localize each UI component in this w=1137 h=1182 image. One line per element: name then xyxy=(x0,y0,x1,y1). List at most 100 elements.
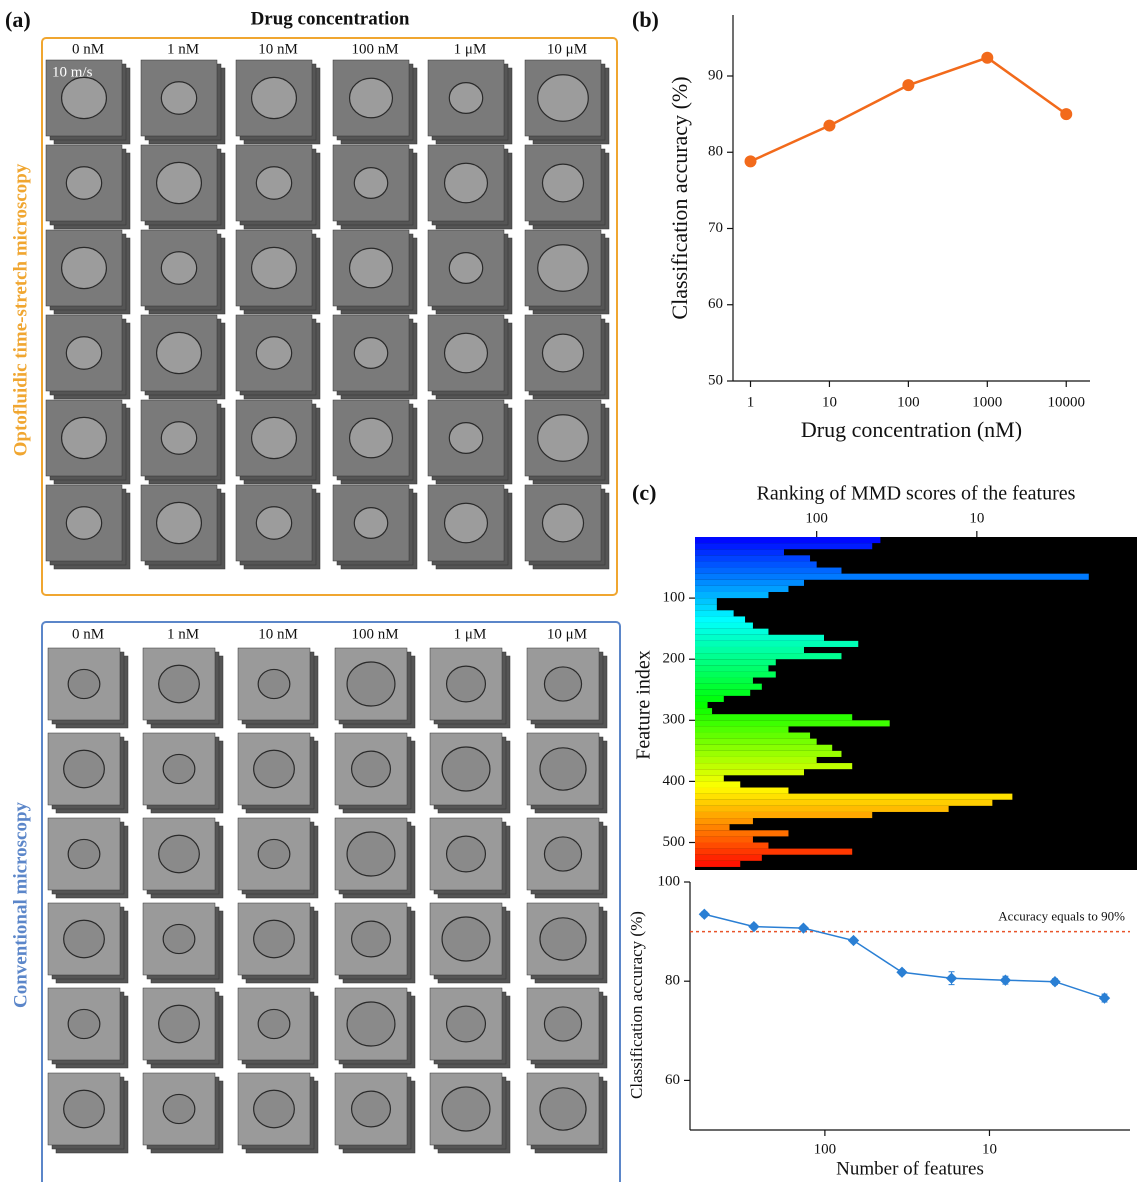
bar xyxy=(695,629,768,635)
cell xyxy=(540,748,586,790)
cell xyxy=(352,921,391,957)
x-tick-label: 10 xyxy=(822,394,837,410)
data-point xyxy=(1049,976,1060,987)
bar xyxy=(695,616,745,622)
cell xyxy=(252,247,297,288)
cell xyxy=(542,504,583,542)
cell xyxy=(447,836,486,872)
data-point xyxy=(699,909,710,920)
y-tick-label: 400 xyxy=(663,773,686,789)
bar xyxy=(695,580,804,586)
bar xyxy=(695,714,852,720)
y-axis-label: Classification accuracy (%) xyxy=(627,911,646,1099)
cell xyxy=(442,747,490,791)
chart-title: Ranking of MMD scores of the features xyxy=(757,483,1076,505)
y-tick-label: 100 xyxy=(663,590,686,606)
group-label: Conventional microscopy xyxy=(10,801,31,1008)
cell xyxy=(542,164,583,202)
reference-label: Accuracy equals to 90% xyxy=(998,909,1125,924)
bar xyxy=(695,788,788,794)
data-point xyxy=(946,973,957,984)
cell xyxy=(62,417,107,458)
cell xyxy=(445,503,488,543)
data-point xyxy=(1060,108,1072,120)
cell xyxy=(347,832,395,876)
bar xyxy=(695,855,762,861)
cell xyxy=(64,920,105,957)
cell xyxy=(258,669,290,698)
bar xyxy=(695,678,753,684)
bar xyxy=(695,702,708,708)
cell xyxy=(354,508,387,539)
data-line xyxy=(704,914,1104,998)
bar xyxy=(695,757,817,763)
bar xyxy=(695,726,788,732)
cell xyxy=(445,163,488,203)
bar xyxy=(695,769,804,775)
cell xyxy=(350,78,393,118)
cell xyxy=(159,835,200,872)
y-tick-label: 60 xyxy=(665,1072,680,1088)
cell xyxy=(354,168,387,199)
cell xyxy=(66,507,101,540)
data-point xyxy=(848,935,859,946)
data-point xyxy=(823,120,835,132)
bar xyxy=(695,671,776,677)
cell xyxy=(352,1091,391,1127)
cell xyxy=(447,1006,486,1042)
cell xyxy=(161,82,196,115)
bar xyxy=(695,830,788,836)
bar xyxy=(695,781,740,787)
column-label: 10 μM xyxy=(547,626,587,642)
bar xyxy=(695,720,890,726)
y-tick-label: 300 xyxy=(663,712,686,728)
bar xyxy=(695,623,753,629)
data-point xyxy=(902,79,914,91)
column-label: 1 μM xyxy=(454,626,487,642)
bar xyxy=(695,818,753,824)
cell xyxy=(544,1007,581,1041)
cell xyxy=(159,1005,200,1042)
bar xyxy=(695,708,712,714)
cell xyxy=(442,917,490,961)
bar xyxy=(695,598,717,604)
x-tick-label: 100 xyxy=(814,1141,837,1157)
column-label: 10 nM xyxy=(258,41,298,57)
cell xyxy=(159,665,200,702)
cell xyxy=(449,423,482,454)
x-tick-label: 10 xyxy=(982,1141,997,1157)
x-axis-label: Number of features xyxy=(836,1158,984,1179)
bar xyxy=(695,543,872,549)
cell xyxy=(68,1009,100,1038)
y-tick-label: 80 xyxy=(708,144,723,160)
bar xyxy=(695,586,788,592)
x-tick-label: 100 xyxy=(805,510,828,526)
column-label: 100 nM xyxy=(351,41,398,57)
cell-images xyxy=(46,60,609,1153)
bar xyxy=(695,659,776,665)
cell xyxy=(62,247,107,288)
cell xyxy=(161,422,196,455)
bar xyxy=(695,800,992,806)
cell xyxy=(252,77,297,118)
cell xyxy=(352,751,391,787)
x-tick-label: 100 xyxy=(897,394,920,410)
bar xyxy=(695,665,768,671)
bar xyxy=(695,824,730,830)
bar xyxy=(695,849,852,855)
data-line xyxy=(751,58,1067,162)
cell xyxy=(157,162,202,203)
bar xyxy=(695,861,740,867)
cell xyxy=(258,839,290,868)
cell xyxy=(540,918,586,960)
cell xyxy=(350,418,393,458)
bar xyxy=(695,568,841,574)
y-tick-label: 100 xyxy=(658,873,681,889)
cell xyxy=(347,662,395,706)
column-label: 0 nM xyxy=(72,626,104,642)
bar xyxy=(695,604,717,610)
bar xyxy=(695,653,841,659)
figure: (a) Drug concentration Optofluidic time-… xyxy=(0,0,1137,1182)
y-tick-label: 70 xyxy=(708,220,723,236)
bar xyxy=(695,610,734,616)
